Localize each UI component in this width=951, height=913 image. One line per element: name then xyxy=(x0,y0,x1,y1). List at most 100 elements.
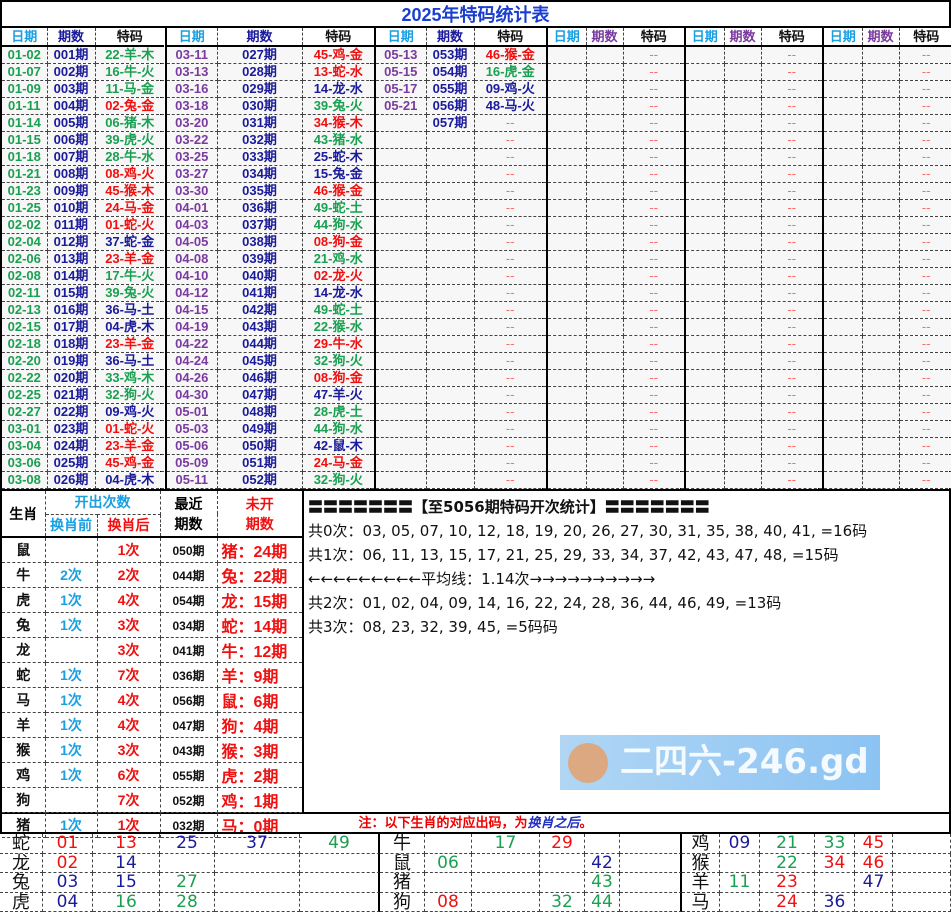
period-cell xyxy=(586,318,624,336)
number-cell xyxy=(720,892,760,912)
table-row: -- xyxy=(824,267,951,285)
period-cell: 015期 xyxy=(47,284,96,302)
period-cell xyxy=(426,199,475,217)
period-cell xyxy=(426,454,475,472)
table-row: -- xyxy=(824,114,951,132)
code-cell: 14-龙-水 xyxy=(302,80,374,98)
period-cell xyxy=(426,250,475,268)
period-cell xyxy=(426,437,475,455)
zodiac-label: 兔 xyxy=(0,873,43,893)
period-cell xyxy=(724,369,762,387)
number-cell xyxy=(893,834,951,854)
period-cell: 039期 xyxy=(217,250,303,268)
period-cell xyxy=(426,386,475,404)
table-row: -- xyxy=(376,318,546,336)
code-cell: -- xyxy=(899,199,951,217)
summary-line: 共3次：08, 23, 32, 39, 45, =5码码 xyxy=(308,618,558,636)
date-cell xyxy=(548,114,587,132)
period-cell xyxy=(426,352,475,370)
header-period: 期数 xyxy=(862,28,900,47)
code-cell: 45-猴-木 xyxy=(95,182,164,200)
period-cell: 029期 xyxy=(217,80,303,98)
code-cell: 39-虎-火 xyxy=(95,131,164,149)
number-cell: 37 xyxy=(215,834,300,854)
period-cell: 008期 xyxy=(47,165,96,183)
table-row: 03-18 030期 39-兔-火 xyxy=(167,97,374,115)
period-cell xyxy=(862,97,900,115)
date-cell: 01-02 xyxy=(2,46,48,64)
before-cell: 1次 xyxy=(45,662,98,688)
recent-cell: 036期 xyxy=(160,662,218,688)
date-cell xyxy=(686,403,725,421)
table-row: -- xyxy=(376,165,546,183)
period-cell xyxy=(426,131,475,149)
table-row: 03-16 029期 14-龙-水 xyxy=(167,80,374,98)
table-row: 03-20 031期 34-猴-木 xyxy=(167,114,374,132)
period-cell: 042期 xyxy=(217,301,303,319)
date-cell xyxy=(548,182,587,200)
code-cell: 08-狗-金 xyxy=(302,369,374,387)
table-row: 03-01 023期 01-蛇-火 xyxy=(2,420,164,438)
code-cell: 23-羊-金 xyxy=(95,437,164,455)
date-cell xyxy=(376,454,427,472)
date-cell: 02-20 xyxy=(2,352,48,370)
table-row: -- xyxy=(686,301,822,319)
date-cell xyxy=(376,335,427,353)
date-cell xyxy=(686,301,725,319)
date-cell xyxy=(686,471,725,489)
code-cell: -- xyxy=(623,182,684,200)
table-row: 02-22 020期 33-鸡-木 xyxy=(2,369,164,387)
code-cell: -- xyxy=(899,97,951,115)
period-cell: 051期 xyxy=(217,454,303,472)
code-cell: -- xyxy=(474,182,546,200)
period-cell xyxy=(862,80,900,98)
before-cell: 1次 xyxy=(45,587,98,613)
date-cell xyxy=(686,131,725,149)
date-cell xyxy=(548,454,587,472)
date-cell xyxy=(686,386,725,404)
code-cell: 48-马-火 xyxy=(474,97,546,115)
header-date: 日期 xyxy=(824,28,863,47)
date-cell xyxy=(824,437,863,455)
table-row: 03-27 034期 15-兔-金 xyxy=(167,165,374,183)
date-cell: 03-04 xyxy=(2,437,48,455)
period-cell xyxy=(426,420,475,438)
zodiac-cell: 马 xyxy=(2,687,46,713)
date-cell xyxy=(376,250,427,268)
recent-cell: 034期 xyxy=(160,612,218,638)
table-row: 03-06 025期 45-鸡-金 xyxy=(2,454,164,472)
period-cell: 020期 xyxy=(47,369,96,387)
number-cell: 14 xyxy=(93,853,160,873)
period-cell: 006期 xyxy=(47,131,96,149)
period-cell xyxy=(862,301,900,319)
table-row: 03-08 026期 04-虎-木 xyxy=(2,471,164,489)
table-row: 03-25 033期 25-蛇-木 xyxy=(167,148,374,166)
table-row: -- xyxy=(686,403,822,421)
table-row: 01-18 007期 28-牛-水 xyxy=(2,148,164,166)
zodiac-cell: 鸡 xyxy=(2,762,46,788)
table-row: -- xyxy=(376,250,546,268)
period-cell: 012期 xyxy=(47,233,96,251)
date-cell: 02-15 xyxy=(2,318,48,336)
date-cell: 03-30 xyxy=(167,182,218,200)
after-cell: 3次 xyxy=(97,737,161,763)
period-cell xyxy=(586,335,624,353)
table-row: -- xyxy=(376,471,546,489)
code-cell: -- xyxy=(761,165,822,183)
code-cell: -- xyxy=(899,148,951,166)
table-row: 03-22 032期 43-猪-水 xyxy=(167,131,374,149)
stats-row: 兔 1次 3次 034期 蛇：14期 xyxy=(2,612,302,638)
period-cell: 027期 xyxy=(217,46,303,64)
period-cell xyxy=(586,97,624,115)
number-cell xyxy=(893,853,951,873)
table-row: -- xyxy=(686,437,822,455)
header-code: 特码 xyxy=(761,28,822,47)
date-cell xyxy=(686,267,725,285)
period-cell xyxy=(586,267,624,285)
period-cell: 036期 xyxy=(217,199,303,217)
table-row: -- xyxy=(824,182,951,200)
date-cell xyxy=(824,352,863,370)
period-cell xyxy=(724,216,762,234)
stats-row: 鼠 1次 050期 猪：24期 xyxy=(2,537,302,563)
code-cell: -- xyxy=(761,63,822,81)
